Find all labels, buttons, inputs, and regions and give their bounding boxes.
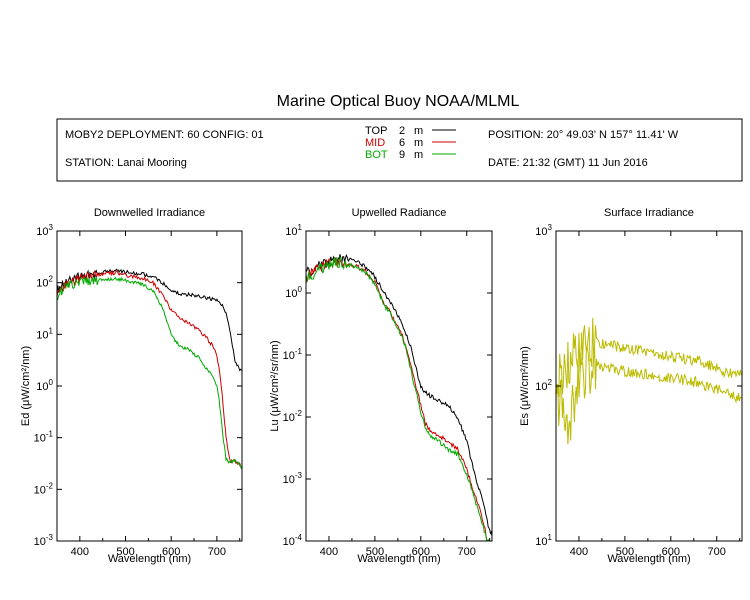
x-tick-label: 500 [116, 546, 134, 558]
legend-unit: m [414, 149, 423, 161]
y-axis-label: Es (μW/cm²/nm) [519, 346, 531, 426]
legend-depth: 9 [399, 149, 405, 161]
legend-name: MID [365, 137, 385, 149]
y-tick-label: 101 [36, 326, 53, 341]
y-tick-label: 10-2 [283, 409, 303, 424]
series-group [57, 268, 242, 470]
station-text: STATION: Lanai Mooring [65, 157, 187, 169]
y-tick-label: 102 [36, 275, 53, 290]
x-tick-label: 400 [71, 546, 89, 558]
y-tick-label: 10-1 [283, 347, 303, 362]
y-tick-label: 10-4 [283, 533, 303, 548]
series-line-mid [57, 269, 242, 470]
series-line-mid [306, 257, 490, 541]
y-axis-label: Lu (μW/cm²/sr/nm) [269, 340, 281, 431]
legend-item-bot: BOT 9 m [365, 149, 456, 161]
figure-title: Marine Optical Buoy NOAA/MLML [277, 93, 520, 110]
y-tick-label: 10-2 [34, 481, 54, 496]
date-text: DATE: 21:32 (GMT) 11 Jun 2016 [488, 157, 648, 169]
plot-frame [305, 230, 493, 542]
y-tick-label: 10-3 [34, 533, 54, 548]
series-line-2 [556, 346, 742, 445]
x-tick-label: 700 [208, 546, 226, 558]
legend-depth: 6 [399, 137, 405, 149]
series-group [306, 253, 492, 541]
legend-name: BOT [365, 149, 388, 161]
panel-title: Surface Irradiance [604, 207, 694, 219]
y-tick-label: 100 [285, 285, 302, 300]
x-tick-label: 600 [662, 546, 680, 558]
x-tick-label: 700 [458, 546, 476, 558]
x-axis-label: Wavelength (nm) [607, 553, 690, 565]
x-tick-label: 600 [412, 546, 430, 558]
x-tick-label: 500 [616, 546, 634, 558]
legend-item-top: TOP 2 m [365, 125, 456, 137]
chart-panel-3: 400 500 600 700 101 102 103 Surface Irradiance W… [519, 207, 743, 565]
chart-panels: 400 500 600 700 10-3 10-2 10-1 100 101 102 103 Down… [20, 207, 743, 565]
y-tick-label: 102 [535, 378, 552, 393]
series-line-bot [306, 256, 490, 541]
chart-panel-1: 400 500 600 700 10-3 10-2 10-1 100 101 102 103 Down… [20, 207, 243, 565]
series-line-top [306, 253, 492, 537]
panel-title: Downwelled Irradiance [94, 207, 205, 219]
chart-panel-2: 400 500 600 700 10-4 10-3 10-2 10-1 100 101 Upwell… [269, 207, 493, 565]
legend-item-mid: MID 6 m [365, 137, 456, 149]
x-tick-label: 600 [162, 546, 180, 558]
x-tick-label: 400 [320, 546, 338, 558]
info-box: MOBY2 DEPLOYMENT: 60 CONFIG: 01 STATION:… [56, 118, 743, 182]
y-axis-label: Ed (μW/cm²/nm) [20, 346, 32, 426]
y-tick-label: 10-1 [34, 430, 54, 445]
legend-unit: m [414, 125, 423, 137]
legend-depth: 2 [399, 125, 405, 137]
y-tick-label: 10-3 [283, 471, 303, 486]
legend-unit: m [414, 137, 423, 149]
series-line-top [57, 268, 242, 372]
series-line-bot [57, 276, 242, 470]
deployment-text: MOBY2 DEPLOYMENT: 60 CONFIG: 01 [65, 129, 264, 141]
y-tick-label: 103 [535, 223, 552, 238]
position-text: POSITION: 20° 49.03' N 157° 11.41' W [488, 129, 679, 141]
panel-title: Upwelled Radiance [352, 207, 447, 219]
legend: TOP 2 m MID 6 m BOT 9 m [365, 125, 456, 161]
x-tick-label: 700 [708, 546, 726, 558]
y-tick-label: 103 [36, 223, 53, 238]
y-tick-label: 100 [36, 378, 53, 393]
y-tick-label: 101 [285, 223, 302, 238]
x-axis-label: Wavelength (nm) [357, 553, 440, 565]
x-tick-label: 500 [366, 546, 384, 558]
legend-name: TOP [365, 125, 387, 137]
series-group [556, 317, 742, 445]
x-axis-label: Wavelength (nm) [108, 553, 191, 565]
y-tick-label: 101 [535, 533, 552, 548]
x-tick-label: 400 [570, 546, 588, 558]
